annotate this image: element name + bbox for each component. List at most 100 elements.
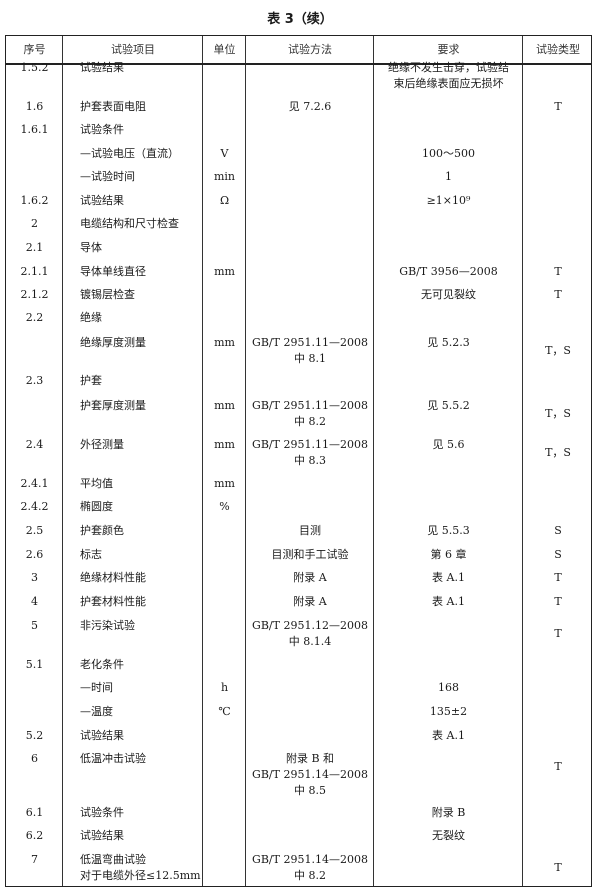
requirement: 表 A.1 (432, 729, 465, 742)
requirement: 附录 B (431, 806, 466, 819)
row-number: 2.1.2 (20, 288, 49, 301)
test-item: 非污染试验 (80, 619, 135, 632)
test-type: T (554, 760, 562, 773)
unit: ℃ (218, 705, 231, 718)
row-number: 1.6 (25, 100, 44, 113)
requirement: 见 5.5.3 (427, 524, 470, 537)
row-number: 2.1.1 (20, 265, 49, 278)
test-item: 试验结果 (80, 194, 124, 207)
test-item: 绝缘厚度测量 (80, 336, 146, 349)
row-number: 1.6.2 (20, 194, 49, 207)
row-number: 2.5 (25, 524, 44, 537)
requirement: 无可见裂纹 (421, 288, 476, 301)
test-method: GB/T 2951.12—2008 中 8.1.4 (252, 619, 368, 648)
column-divider (62, 36, 63, 886)
requirement: 135±2 (429, 705, 468, 718)
test-type: T (554, 861, 562, 874)
test-type: T，S (545, 446, 571, 459)
test-method: GB/T 2951.11—2008 中 8.2 (252, 399, 368, 428)
requirement: GB/T 3956—2008 (399, 265, 498, 278)
unit: mm (214, 477, 235, 490)
row-number: 2.4.2 (20, 500, 49, 513)
test-item: —试验时间 (80, 170, 135, 183)
test-method: 附录 B 和 GB/T 2951.14—2008 中 8.5 (252, 752, 368, 797)
header-requirement: 要求 (437, 43, 460, 56)
test-type: T (554, 595, 562, 608)
test-item: —时间 (80, 681, 113, 694)
test-item: 护套 (80, 374, 102, 387)
column-divider (202, 36, 203, 886)
unit: mm (214, 438, 235, 451)
requirement: ≥1×10⁹ (426, 194, 471, 207)
test-item: —温度 (80, 705, 113, 718)
header-no: 序号 (23, 43, 46, 56)
header-type: 试验类型 (536, 43, 580, 56)
test-item: 导体单线直径 (80, 265, 146, 278)
test-method: 见 7.2.6 (288, 100, 332, 113)
test-item: 试验结果 (80, 61, 124, 74)
test-item: 绝缘材料性能 (80, 571, 146, 584)
test-method: GB/T 2951.11—2008 中 8.3 (252, 438, 368, 467)
requirement: 见 5.6 (432, 438, 465, 451)
test-type: T，S (545, 344, 571, 357)
requirement: 第 6 章 (430, 548, 467, 561)
test-type: T (554, 288, 562, 301)
row-number: 2.1 (25, 241, 44, 254)
requirement: 见 5.2.3 (427, 336, 470, 349)
test-item: 护套表面电阻 (80, 100, 146, 113)
unit: % (219, 500, 230, 513)
unit: V (220, 147, 229, 160)
test-item: 护套厚度测量 (80, 399, 146, 412)
row-number: 6 (31, 752, 38, 765)
requirement: 绝缘不发生击穿，试验结 束后绝缘表面应无损坏 (388, 61, 509, 90)
row-number: 6.2 (25, 829, 44, 842)
header-divider (6, 63, 591, 65)
unit: min (213, 170, 236, 183)
row-number: 2.6 (25, 548, 44, 561)
column-divider (373, 36, 374, 886)
requirement: 无裂纹 (432, 829, 465, 842)
test-method: GB/T 2951.11—2008 中 8.1 (252, 336, 368, 365)
unit: h (220, 681, 229, 694)
test-item: 导体 (80, 241, 102, 254)
table-title: 表 3（续） (267, 12, 333, 27)
test-type: S (554, 524, 562, 537)
test-item: 标志 (80, 548, 102, 561)
row-number: 3 (31, 571, 38, 584)
column-divider (245, 36, 246, 886)
test-item: 老化条件 (80, 658, 124, 671)
requirement: 168 (438, 681, 459, 694)
header-item: 试验项目 (111, 43, 155, 56)
test-method: 附录 A (293, 571, 327, 584)
row-number: 5 (31, 619, 38, 632)
test-type: T (554, 265, 562, 278)
test-item: 低温冲击试验 (80, 752, 146, 765)
unit: mm (214, 336, 235, 349)
row-number: 1.6.1 (20, 123, 49, 136)
requirement: 见 5.5.2 (427, 399, 470, 412)
test-item: 试验条件 (80, 806, 124, 819)
test-item: 镀锡层检查 (80, 288, 135, 301)
test-method: 目测和手工试验 (271, 548, 349, 561)
row-number: 1.5.2 (20, 61, 49, 74)
test-item: 护套材料性能 (80, 595, 146, 608)
test-item: 试验条件 (80, 123, 124, 136)
test-table: 序号 试验项目 单位 试验方法 要求 试验类型 1.5.2 试验结果 绝缘不发生击穿… (5, 35, 592, 887)
row-number: 2 (31, 217, 38, 230)
test-type: T，S (545, 407, 571, 420)
row-number: 2.4 (25, 438, 44, 451)
row-number: 5.1 (25, 658, 44, 671)
test-item: 护套颜色 (80, 524, 124, 537)
row-number: 4 (31, 595, 38, 608)
test-item: 低温弯曲试验 对于电缆外径≤12.5mm (80, 853, 201, 882)
row-number: 2.3 (25, 374, 44, 387)
requirement: 表 A.1 (432, 595, 465, 608)
row-number: 5.2 (25, 729, 44, 742)
test-type: T (554, 627, 562, 640)
requirement: 100～500 (422, 147, 475, 160)
test-type: S (554, 548, 562, 561)
test-method: GB/T 2951.14—2008 中 8.2 (252, 853, 368, 882)
test-item: 电缆结构和尺寸检查 (80, 217, 179, 230)
test-item: 试验结果 (80, 729, 124, 742)
header-method: 试验方法 (288, 43, 332, 56)
